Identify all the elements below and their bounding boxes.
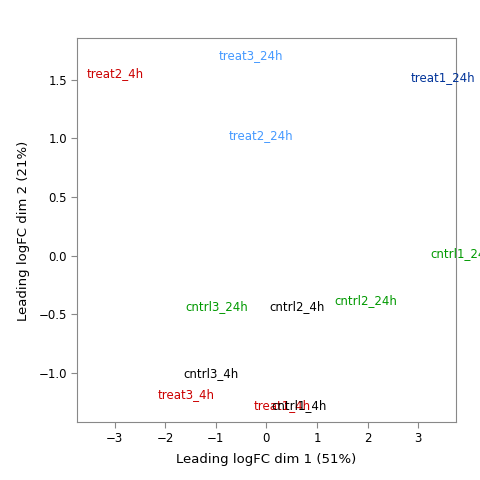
X-axis label: Leading logFC dim 1 (51%): Leading logFC dim 1 (51%)	[176, 454, 357, 467]
Text: treat1_4h: treat1_4h	[254, 399, 311, 412]
Text: cntrl2_24h: cntrl2_24h	[335, 294, 397, 307]
Text: cntrl1_4h: cntrl1_4h	[272, 399, 327, 412]
Text: treat3_24h: treat3_24h	[218, 49, 283, 62]
Text: cntrl2_4h: cntrl2_4h	[269, 300, 324, 312]
Text: cntrl1_24h: cntrl1_24h	[431, 247, 480, 260]
Text: treat2_4h: treat2_4h	[87, 67, 144, 80]
Text: cntrl3_4h: cntrl3_4h	[183, 367, 238, 380]
Y-axis label: Leading logFC dim 2 (21%): Leading logFC dim 2 (21%)	[17, 140, 30, 321]
Text: treat2_24h: treat2_24h	[228, 130, 293, 143]
Text: treat1_24h: treat1_24h	[410, 71, 475, 84]
Text: treat3_4h: treat3_4h	[158, 388, 215, 401]
Text: cntrl3_24h: cntrl3_24h	[185, 300, 248, 312]
